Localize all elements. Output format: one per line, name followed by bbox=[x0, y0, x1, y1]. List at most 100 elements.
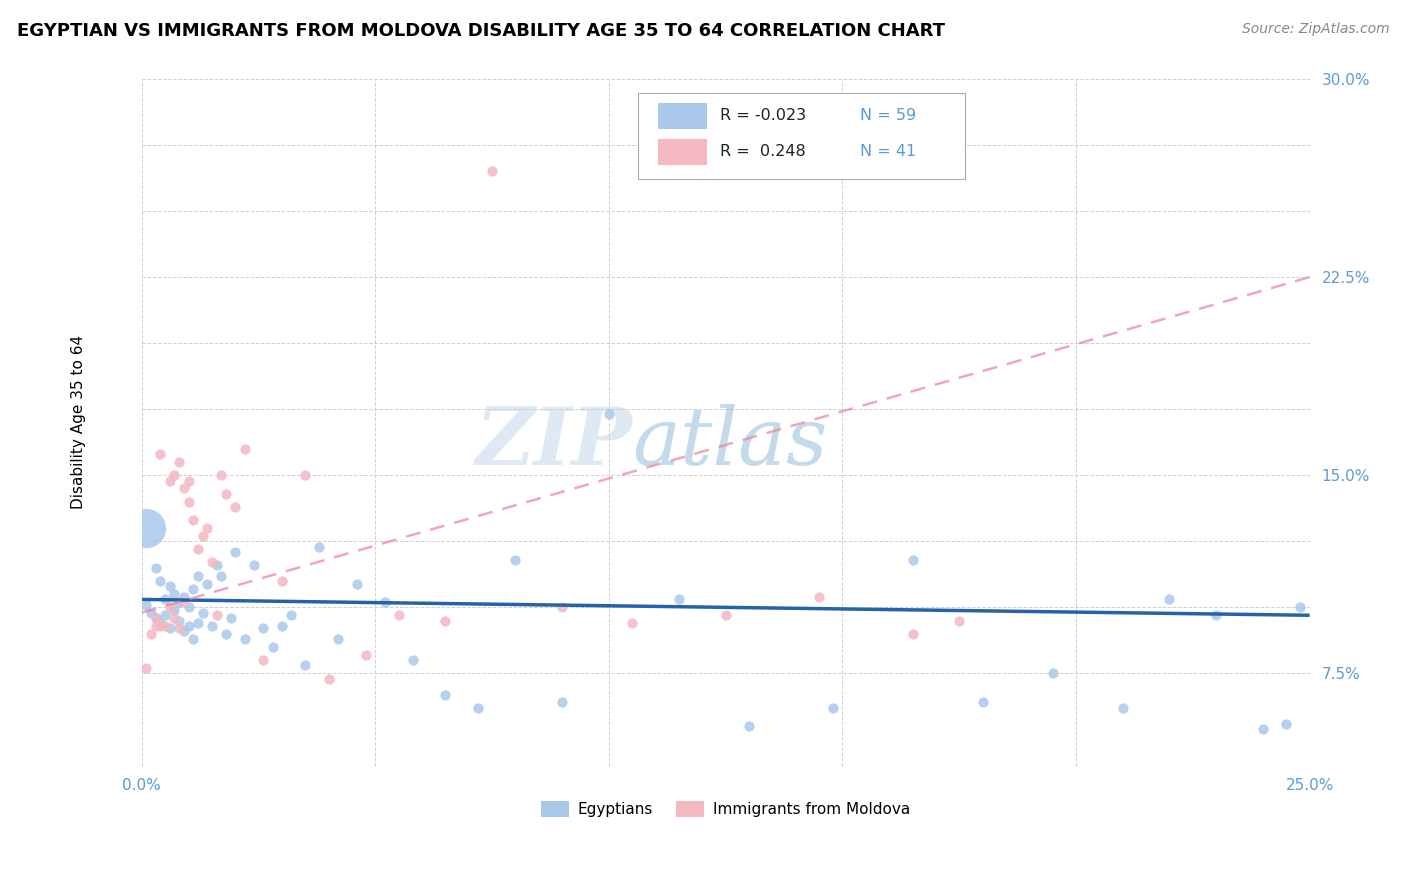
Point bbox=[714, 608, 737, 623]
Point bbox=[346, 576, 368, 591]
Point bbox=[187, 542, 209, 557]
Text: R =  0.248: R = 0.248 bbox=[720, 144, 806, 159]
Point bbox=[173, 590, 195, 604]
Text: Source: ZipAtlas.com: Source: ZipAtlas.com bbox=[1241, 22, 1389, 37]
Point bbox=[187, 568, 209, 582]
Point bbox=[738, 719, 761, 733]
Point bbox=[201, 556, 224, 570]
Point bbox=[948, 614, 970, 628]
Point bbox=[205, 558, 228, 573]
Point bbox=[1112, 700, 1135, 714]
Point bbox=[205, 608, 228, 623]
Point bbox=[621, 616, 644, 631]
Point bbox=[271, 574, 294, 588]
Point bbox=[135, 521, 157, 535]
Point bbox=[177, 619, 200, 633]
Text: EGYPTIAN VS IMMIGRANTS FROM MOLDOVA DISABILITY AGE 35 TO 64 CORRELATION CHART: EGYPTIAN VS IMMIGRANTS FROM MOLDOVA DISA… bbox=[17, 22, 945, 40]
Point bbox=[252, 622, 274, 636]
Point bbox=[808, 590, 831, 604]
Point bbox=[271, 619, 294, 633]
Point bbox=[191, 529, 214, 543]
FancyBboxPatch shape bbox=[638, 93, 965, 178]
Point bbox=[163, 603, 186, 617]
Point bbox=[505, 553, 527, 567]
Text: R = -0.023: R = -0.023 bbox=[720, 108, 806, 123]
Y-axis label: Disability Age 35 to 64: Disability Age 35 to 64 bbox=[72, 335, 86, 509]
Point bbox=[1289, 600, 1312, 615]
Point bbox=[173, 624, 195, 639]
Point bbox=[153, 608, 176, 623]
Point bbox=[326, 632, 349, 646]
Point bbox=[145, 611, 167, 625]
Point bbox=[153, 619, 176, 633]
Point bbox=[294, 658, 316, 673]
Point bbox=[209, 568, 232, 582]
Point bbox=[159, 579, 181, 593]
Point bbox=[177, 600, 200, 615]
Point bbox=[163, 587, 186, 601]
Point bbox=[388, 608, 411, 623]
Point bbox=[233, 632, 256, 646]
Point bbox=[173, 595, 195, 609]
Point bbox=[167, 622, 190, 636]
Point bbox=[598, 408, 620, 422]
Point bbox=[262, 640, 284, 654]
Point bbox=[243, 558, 266, 573]
Point bbox=[149, 574, 172, 588]
Point bbox=[181, 513, 204, 527]
Point bbox=[159, 622, 181, 636]
Point bbox=[135, 598, 157, 612]
Point bbox=[145, 611, 167, 625]
Point bbox=[551, 696, 574, 710]
Point bbox=[318, 672, 340, 686]
Point bbox=[149, 619, 172, 633]
Point bbox=[668, 592, 690, 607]
Point bbox=[181, 582, 204, 596]
Point bbox=[159, 600, 181, 615]
Point bbox=[163, 468, 186, 483]
Point bbox=[153, 592, 176, 607]
Point bbox=[135, 661, 157, 675]
Point bbox=[972, 696, 994, 710]
Point bbox=[224, 500, 246, 514]
Point bbox=[177, 494, 200, 508]
Point bbox=[224, 545, 246, 559]
Point bbox=[434, 688, 457, 702]
Point bbox=[467, 700, 489, 714]
Point bbox=[177, 474, 200, 488]
Point bbox=[167, 614, 190, 628]
Point bbox=[181, 632, 204, 646]
Point bbox=[551, 600, 574, 615]
Point bbox=[901, 627, 924, 641]
Point bbox=[374, 595, 396, 609]
Point bbox=[139, 606, 162, 620]
Point bbox=[149, 447, 172, 461]
Point bbox=[252, 653, 274, 667]
Point bbox=[308, 540, 330, 554]
Text: N = 59: N = 59 bbox=[860, 108, 917, 123]
Point bbox=[280, 608, 302, 623]
Point bbox=[1042, 666, 1064, 681]
Text: ZIP: ZIP bbox=[475, 404, 633, 482]
Point bbox=[167, 455, 190, 469]
Point bbox=[823, 700, 845, 714]
Point bbox=[233, 442, 256, 456]
Point bbox=[201, 619, 224, 633]
Point bbox=[481, 164, 503, 178]
Point bbox=[191, 606, 214, 620]
Text: atlas: atlas bbox=[633, 404, 828, 482]
Point bbox=[159, 474, 181, 488]
Bar bbox=[658, 139, 707, 165]
Point bbox=[187, 616, 209, 631]
Point bbox=[434, 614, 457, 628]
Point bbox=[145, 619, 167, 633]
Point bbox=[1251, 722, 1274, 736]
Point bbox=[195, 576, 218, 591]
Point bbox=[209, 468, 232, 483]
Point bbox=[173, 482, 195, 496]
Point bbox=[402, 653, 425, 667]
Point bbox=[163, 611, 186, 625]
Point bbox=[215, 487, 238, 501]
Point bbox=[219, 611, 242, 625]
Legend: Egyptians, Immigrants from Moldova: Egyptians, Immigrants from Moldova bbox=[536, 796, 917, 823]
